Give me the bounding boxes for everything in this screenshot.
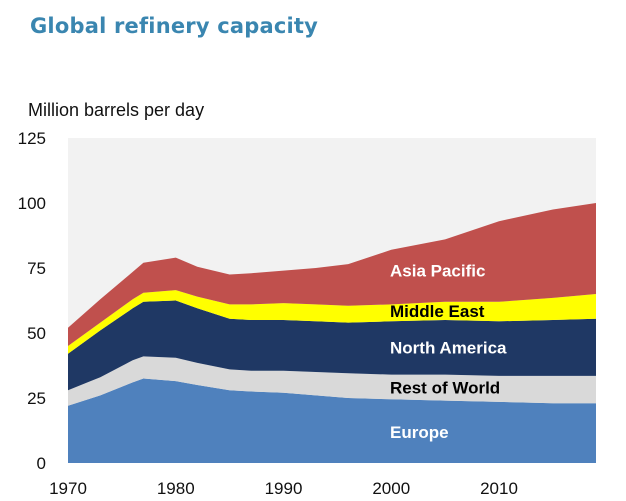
series-labels: Europe Rest of World North America Middle E… bbox=[390, 262, 507, 442]
label-asia-pacific: Asia Pacific bbox=[390, 262, 485, 281]
y-axis-ticks: 0 25 50 75 100 125 bbox=[18, 129, 46, 473]
label-europe: Europe bbox=[390, 423, 449, 442]
x-tick-label: 1990 bbox=[265, 479, 303, 498]
x-tick-label: 1980 bbox=[157, 479, 195, 498]
page-title: Global refinery capacity bbox=[30, 14, 319, 38]
y-tick-label: 50 bbox=[27, 324, 46, 343]
y-axis-unit-label: Million barrels per day bbox=[28, 100, 205, 120]
y-tick-label: 0 bbox=[37, 454, 46, 473]
x-tick-label: 2010 bbox=[480, 479, 518, 498]
y-tick-label: 75 bbox=[27, 259, 46, 278]
area-asia-pacific bbox=[68, 203, 596, 346]
label-north-america: North America bbox=[390, 338, 507, 357]
stacked-areas bbox=[68, 203, 596, 463]
area-europe bbox=[68, 378, 596, 463]
area-rest-of-world bbox=[68, 356, 596, 406]
x-axis-ticks: 1970 1980 1990 2000 2010 bbox=[49, 479, 518, 498]
area-middle-east bbox=[68, 290, 596, 354]
x-tick-label: 2000 bbox=[372, 479, 410, 498]
area-north-america bbox=[68, 300, 596, 391]
y-tick-label: 100 bbox=[18, 194, 46, 213]
label-middle-east: Middle East bbox=[390, 302, 485, 321]
y-tick-label: 25 bbox=[27, 389, 46, 408]
y-tick-label: 125 bbox=[18, 129, 46, 148]
label-rest-of-world: Rest of World bbox=[390, 379, 500, 398]
x-tick-label: 1970 bbox=[49, 479, 87, 498]
